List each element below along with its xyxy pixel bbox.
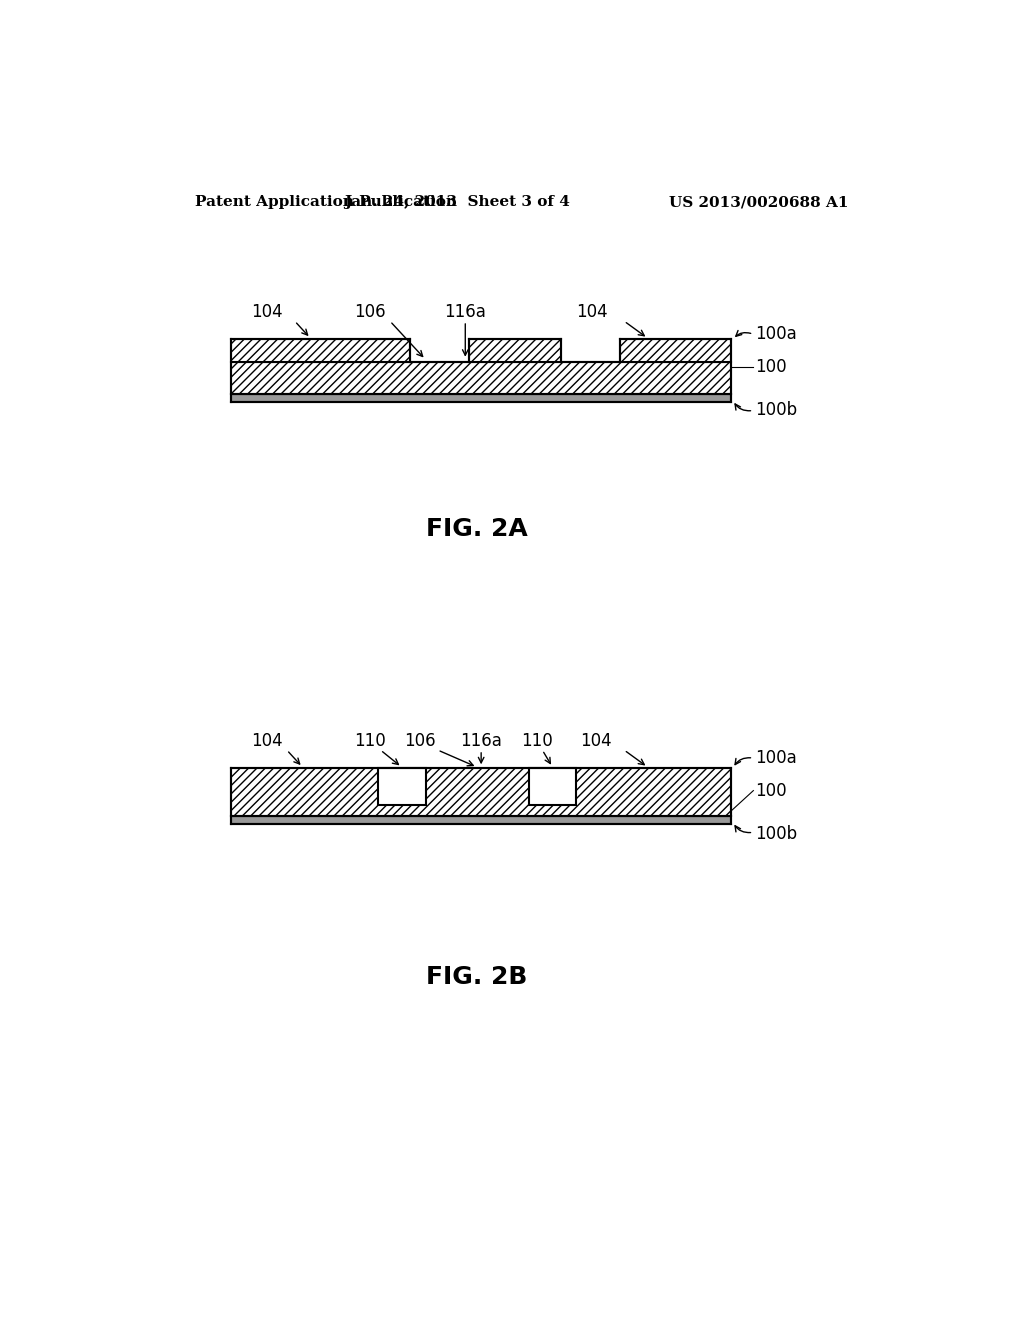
Text: 106: 106	[404, 733, 436, 750]
Text: 116a: 116a	[460, 733, 502, 750]
Text: 100b: 100b	[755, 401, 797, 420]
Text: 116a: 116a	[444, 304, 486, 321]
Bar	[231, 339, 410, 362]
Text: 106: 106	[354, 304, 386, 321]
Text: 104: 104	[577, 304, 608, 321]
Text: FIG. 2B: FIG. 2B	[427, 965, 527, 989]
Text: 100a: 100a	[755, 748, 797, 767]
Bar	[528, 768, 577, 805]
Text: FIG. 2A: FIG. 2A	[426, 517, 528, 541]
Text: 110: 110	[521, 733, 553, 750]
Text: 100b: 100b	[755, 825, 797, 843]
Bar	[620, 339, 731, 362]
Text: 110: 110	[354, 733, 386, 750]
Bar	[378, 768, 426, 805]
Text: 104: 104	[251, 733, 283, 750]
Bar	[469, 339, 560, 362]
Text: 100: 100	[755, 781, 786, 800]
Bar	[231, 362, 731, 395]
Text: 100a: 100a	[755, 325, 797, 343]
Text: Patent Application Publication: Patent Application Publication	[196, 195, 458, 209]
Bar	[231, 768, 731, 816]
Bar	[231, 395, 731, 403]
Text: 100: 100	[755, 358, 786, 376]
Text: 104: 104	[251, 304, 283, 321]
Text: Jan. 24, 2013  Sheet 3 of 4: Jan. 24, 2013 Sheet 3 of 4	[344, 195, 570, 209]
Text: US 2013/0020688 A1: US 2013/0020688 A1	[669, 195, 849, 209]
Text: 104: 104	[581, 733, 612, 750]
Bar	[231, 816, 731, 824]
